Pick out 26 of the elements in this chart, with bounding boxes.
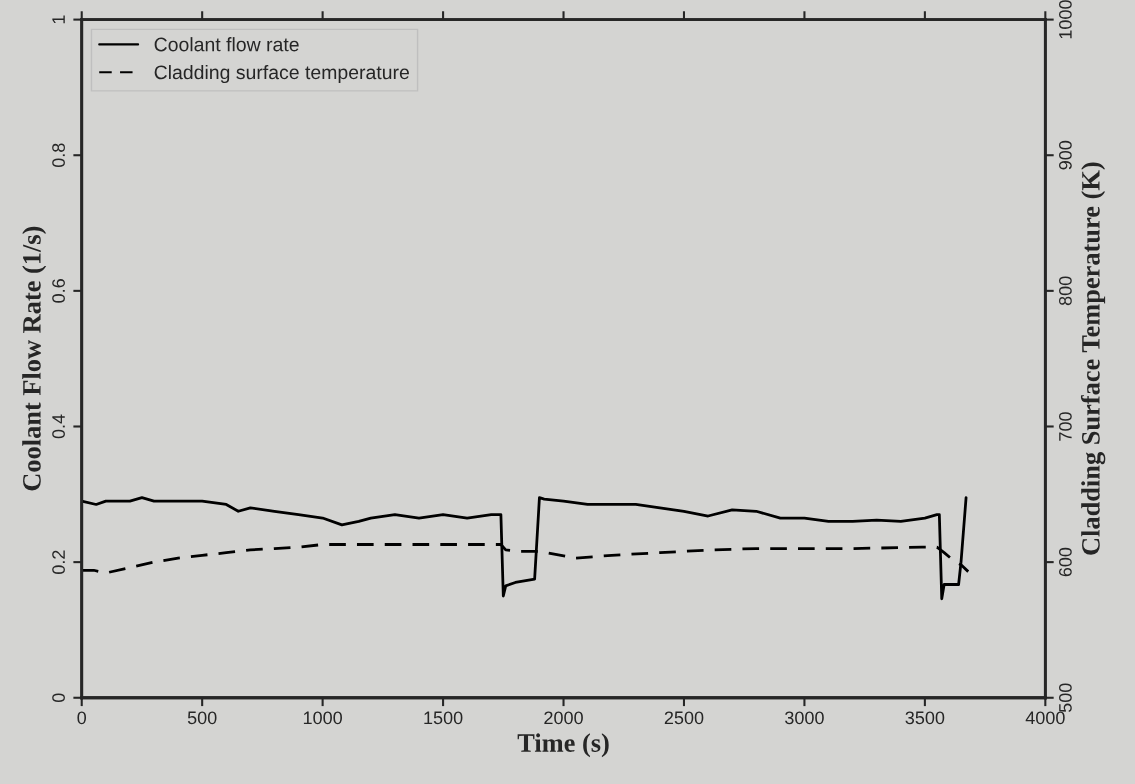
x-tick-label: 2500 — [664, 711, 704, 725]
x-tick-label: 3500 — [905, 711, 945, 725]
line-series — [81, 496, 968, 601]
x-tick-label: 4000 — [1025, 711, 1065, 725]
y-tick-label: 0.4 — [52, 414, 65, 439]
x-tick-label: 0 — [77, 711, 87, 725]
y-tick-label: 0.8 — [52, 143, 65, 168]
x-tick-label: 3000 — [785, 711, 824, 725]
y-tick-label: 0.6 — [52, 279, 65, 303]
x-tick-label: 500 — [187, 711, 217, 725]
y-tick-label: 0 — [52, 693, 65, 703]
y2-tick-label: 600 — [1059, 547, 1072, 577]
x-tick-label: 1500 — [424, 711, 463, 725]
x-tick-label: 1000 — [303, 711, 342, 725]
y2-axis-title: Cladding Surface Temperature (K) — [1080, 162, 1106, 555]
y-tick-label: 0.2 — [52, 550, 65, 574]
y2-tick-label: 900 — [1059, 140, 1072, 170]
y2-tick-label: 800 — [1059, 276, 1072, 306]
x-axis-title: Time (s) — [517, 733, 609, 758]
y-tick-label: 1 — [52, 15, 65, 24]
y2-tick-label: 1000 — [1059, 0, 1072, 39]
y2-tick-label: 700 — [1059, 412, 1072, 441]
x-tick-label: 2000 — [544, 711, 583, 725]
legend-label: Cladding surface temperature — [154, 64, 409, 84]
y-axis-title: Coolant Flow Rate (1/s) — [22, 226, 47, 491]
legend-label: Coolant flow rate — [154, 37, 299, 52]
